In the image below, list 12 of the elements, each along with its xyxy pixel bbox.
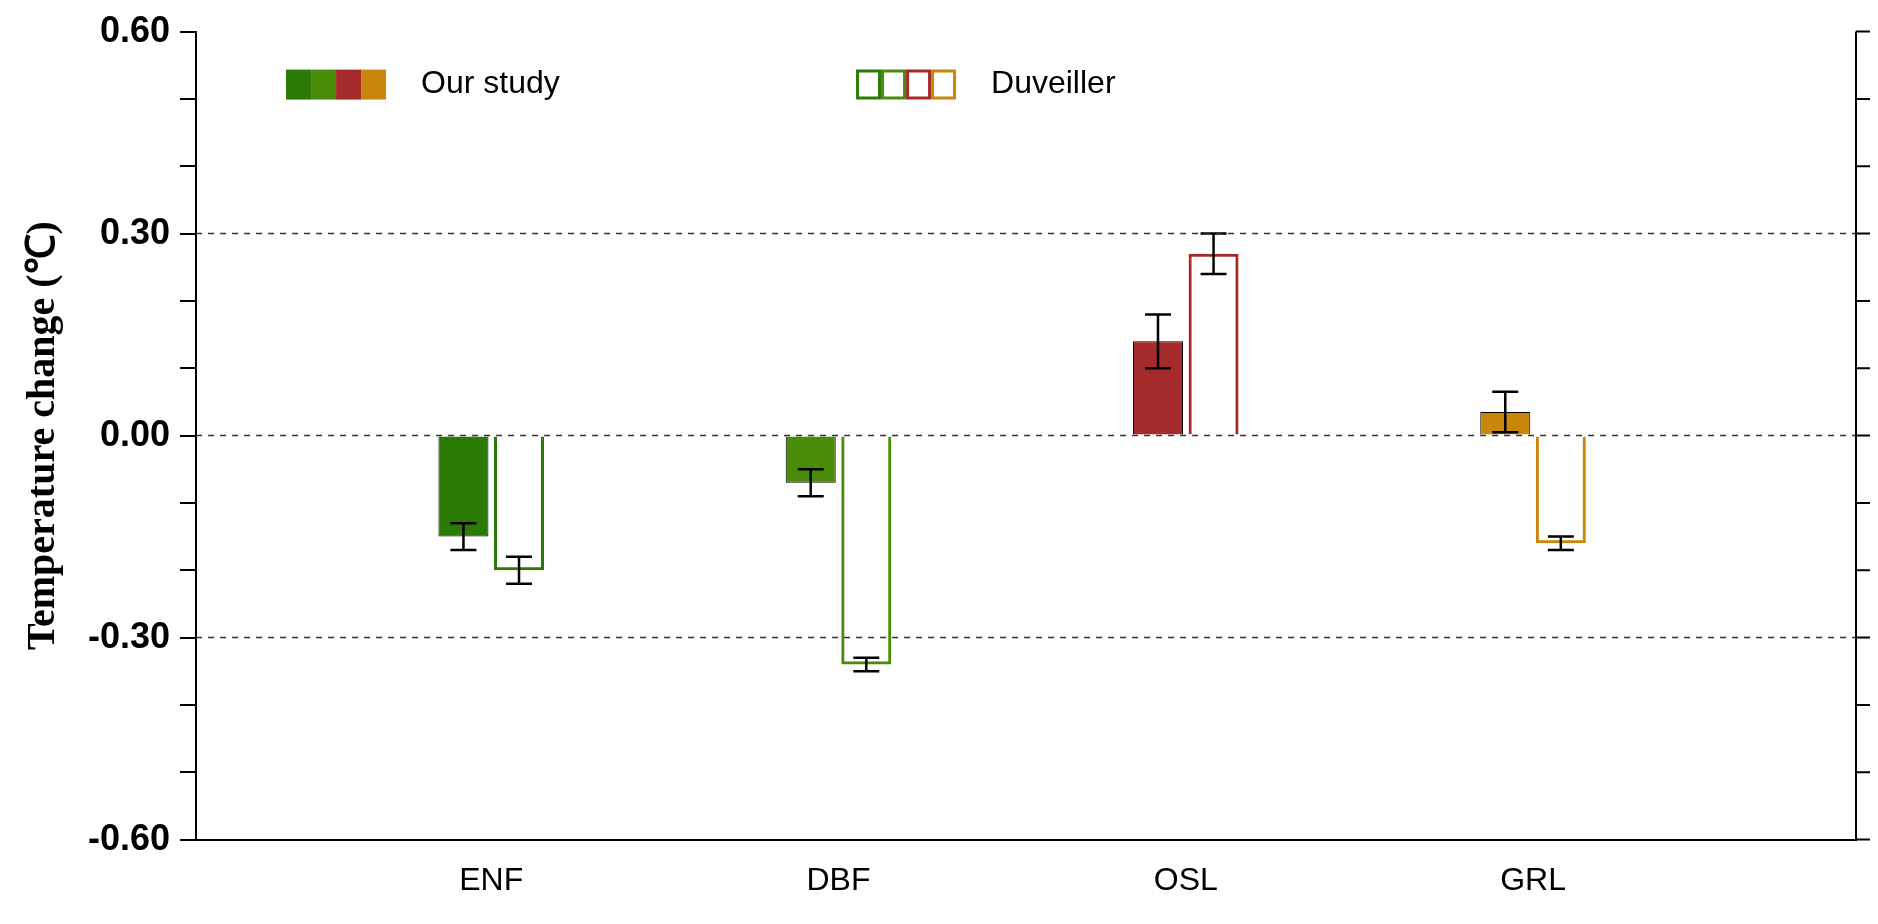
x-tick-label: DBF bbox=[806, 860, 871, 897]
y-tick-label: -0.30 bbox=[87, 614, 171, 656]
legend-label: Duveiller bbox=[991, 64, 1116, 101]
x-tick-label: GRL bbox=[1500, 860, 1566, 897]
y-tick-label: -0.60 bbox=[87, 816, 171, 858]
y-tick-label: 0.00 bbox=[99, 412, 171, 454]
legend-label: Our study bbox=[421, 64, 560, 101]
y-tick-label: 0.30 bbox=[99, 210, 171, 252]
x-tick-label: ENF bbox=[459, 860, 524, 897]
y-tick-label: 0.60 bbox=[99, 8, 171, 50]
x-tick-label: OSL bbox=[1153, 860, 1218, 897]
y-axis-title: Temperature change (℃) bbox=[18, 221, 64, 651]
